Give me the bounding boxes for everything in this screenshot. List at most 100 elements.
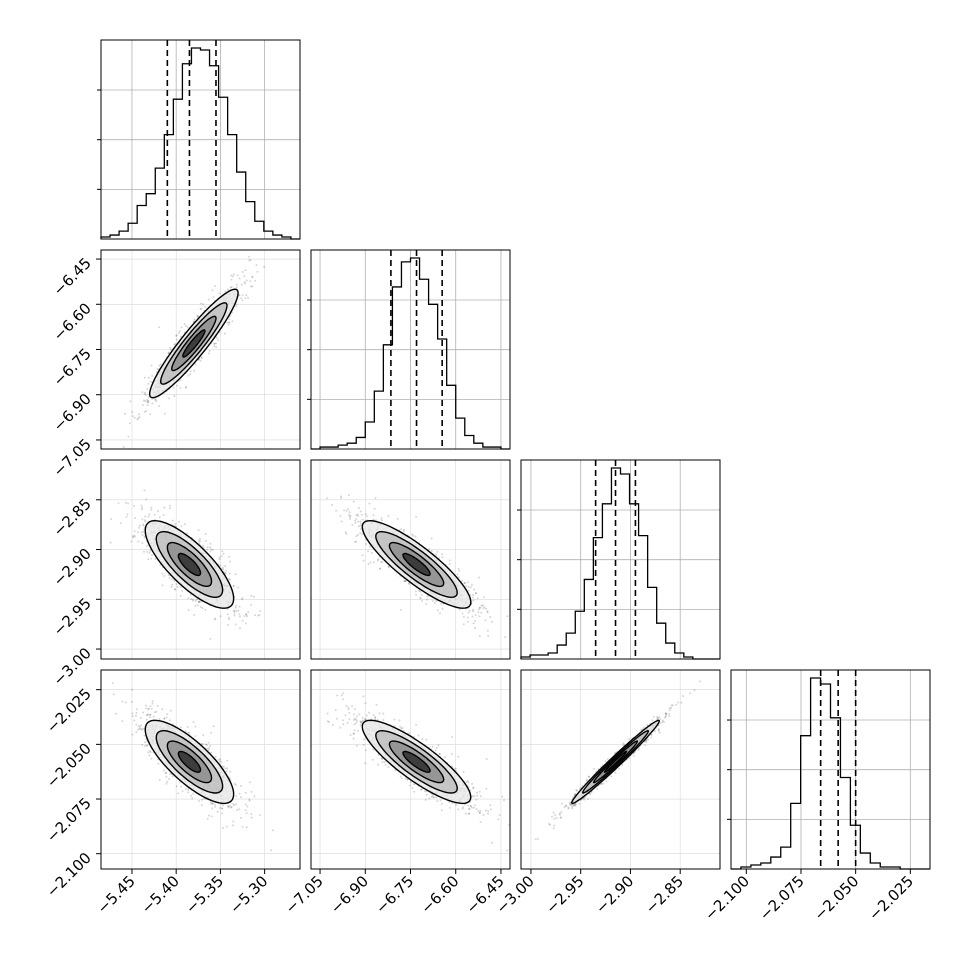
sample-point [205, 540, 207, 542]
sample-point [141, 505, 143, 507]
sample-point [133, 505, 135, 507]
sample-point [155, 399, 157, 401]
sample-point [369, 546, 371, 548]
sample-point [204, 609, 206, 611]
sample-point [373, 514, 375, 516]
sample-point [143, 551, 145, 553]
sample-point [180, 586, 182, 588]
sample-point [467, 581, 469, 583]
sample-point [111, 464, 113, 466]
sample-point [248, 260, 250, 262]
sample-point [468, 590, 470, 592]
sample-point [403, 529, 405, 531]
sample-point [209, 350, 211, 352]
sample-point [371, 552, 373, 554]
sample-point [137, 541, 139, 543]
sample-point [127, 514, 129, 516]
sample-point [201, 799, 203, 801]
sample-point [479, 635, 481, 637]
sample-point [159, 516, 161, 518]
sample-point [150, 381, 152, 383]
sample-point [172, 775, 174, 777]
sample-point [381, 519, 383, 521]
sample-point [357, 521, 359, 523]
sample-point [484, 619, 486, 621]
sample-point [256, 264, 258, 266]
sample-point [151, 375, 153, 377]
sample-point [180, 786, 182, 788]
sample-point [184, 523, 186, 525]
sample-point [233, 615, 235, 617]
sample-point [441, 553, 443, 555]
sample-point [169, 577, 171, 579]
sample-point [412, 535, 414, 537]
sample-point [187, 791, 189, 793]
sample-point [251, 817, 253, 819]
sample-point [142, 531, 144, 533]
sample-point [205, 533, 207, 535]
sample-point [149, 413, 151, 415]
sample-point [464, 582, 466, 584]
sample-point [357, 513, 359, 515]
sample-point [467, 621, 469, 623]
sample-point [343, 509, 345, 511]
sample-point [163, 575, 165, 577]
sample-point [375, 497, 377, 499]
sample-point [146, 399, 148, 401]
sample-point [242, 597, 244, 599]
sample-point [240, 817, 242, 819]
sample-point [341, 521, 343, 523]
sample-point [346, 510, 348, 512]
sample-point [185, 325, 187, 327]
sample-point [188, 789, 190, 791]
sample-point [470, 586, 472, 588]
sample-point [136, 419, 138, 421]
sample-point [153, 716, 155, 718]
sample-point [193, 614, 195, 616]
sample-point [473, 622, 475, 624]
sample-point [459, 609, 461, 611]
histogram-steps [101, 48, 300, 239]
sample-point [373, 561, 375, 563]
sample-point [129, 422, 131, 424]
sample-point [167, 352, 169, 354]
sample-point [467, 617, 469, 619]
sample-point [219, 565, 221, 567]
sample-point [226, 767, 228, 769]
sample-point [146, 719, 148, 721]
sample-point [349, 511, 351, 513]
sample-point [421, 600, 423, 602]
sample-point [146, 401, 148, 403]
sample-point [124, 413, 126, 415]
sample-point [157, 510, 159, 512]
histogram-panel-0 [97, 40, 300, 239]
sample-point [227, 613, 229, 615]
sample-point [381, 561, 383, 563]
sample-point [142, 712, 144, 714]
sample-point [208, 352, 210, 354]
sample-point [240, 297, 242, 299]
sample-point [141, 542, 143, 544]
sample-point [235, 305, 237, 307]
sample-point [358, 525, 360, 527]
sample-point [245, 809, 247, 811]
sample-point [208, 815, 210, 817]
sample-point [202, 303, 204, 305]
sample-point [202, 743, 204, 745]
sample-point [354, 522, 356, 524]
sample-point [134, 530, 136, 532]
sample-point [478, 609, 480, 611]
sample-point [213, 345, 215, 347]
sample-point [377, 558, 379, 560]
sample-point [159, 779, 161, 781]
sample-point [259, 610, 261, 612]
sample-point [175, 523, 177, 525]
sample-point [349, 518, 351, 520]
sample-point [188, 609, 190, 611]
sample-point [181, 327, 183, 329]
sample-point [195, 735, 197, 737]
sample-point [144, 516, 146, 518]
sample-point [345, 533, 347, 535]
sample-point [214, 804, 216, 806]
sample-point [367, 550, 369, 552]
